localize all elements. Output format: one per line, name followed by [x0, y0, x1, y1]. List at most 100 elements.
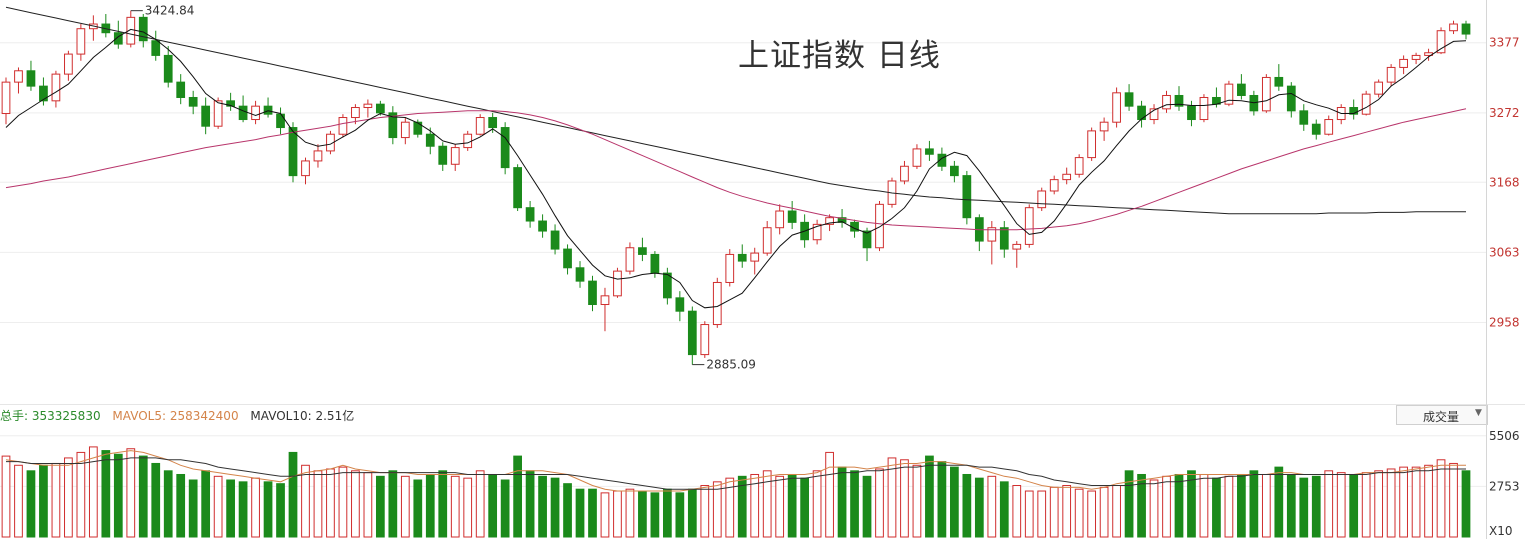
volume-bar-up	[825, 451, 834, 538]
volume-bar-up	[700, 485, 710, 538]
candle-down	[500, 127, 510, 169]
volume-bar-down	[1461, 470, 1471, 538]
volume-bar-down	[937, 461, 947, 538]
price-tick-label: 3168	[1489, 175, 1520, 189]
candle-down	[375, 103, 385, 114]
candle-up	[1062, 173, 1072, 181]
candle-up	[463, 133, 473, 149]
price-tick-label: 2958	[1489, 316, 1520, 330]
candle-down	[1124, 92, 1134, 107]
candle-up	[987, 227, 997, 242]
volume-bar-up	[887, 457, 897, 538]
candle-up	[1374, 81, 1384, 95]
candle-up	[613, 270, 622, 297]
volume-bar-up	[1411, 466, 1421, 538]
volume-bar-down	[113, 453, 123, 538]
candle-up	[762, 227, 772, 254]
mavol5-value: 258342400	[169, 409, 239, 423]
volume-bar-up	[351, 470, 360, 538]
volume-bar-up	[1024, 490, 1034, 538]
candle-down	[525, 207, 535, 222]
candle-up	[313, 150, 323, 162]
volume-bar-down	[950, 466, 959, 538]
volume-bar-up	[313, 470, 323, 538]
candle-down	[1274, 76, 1284, 87]
ma250-line	[5, 6, 1466, 215]
candle-up	[1399, 58, 1408, 68]
volume-bar-up	[1336, 472, 1346, 538]
candle-up	[1074, 157, 1084, 175]
ma5-line	[5, 28, 1467, 309]
indicator-selector-label: 成交量	[1423, 410, 1460, 424]
volume-bar-up	[363, 472, 373, 538]
candle-up	[1386, 66, 1396, 83]
volume-bar-down	[375, 475, 385, 538]
volume-bar-down	[638, 490, 647, 538]
volume-bar-down	[1311, 475, 1321, 538]
candle-down	[837, 217, 847, 223]
candle-down	[737, 253, 747, 262]
volume-bar-down	[1174, 473, 1184, 538]
volume-bar-down	[101, 450, 111, 538]
candle-up	[625, 247, 635, 272]
volume-bar-down	[388, 470, 398, 538]
candle-down	[575, 267, 585, 282]
volume-bar-down	[550, 477, 560, 538]
chevron-down-icon[interactable]: ▼	[1475, 408, 1482, 418]
volume-bar-up	[1386, 468, 1396, 538]
candle-up	[1112, 92, 1121, 123]
volume-tick-label: 2753	[1489, 479, 1520, 493]
candle-down	[687, 310, 697, 356]
volume-bar-down	[263, 481, 273, 538]
volume-bar-up	[1099, 486, 1109, 538]
volume-bar-down	[188, 479, 198, 538]
volume-bar-up	[1399, 466, 1408, 538]
candle-down	[588, 280, 597, 306]
volume-legend: 总手: 353325830 MAVOL5: 258342400 MAVOL10:…	[0, 407, 362, 424]
volume-bar-up	[64, 457, 73, 538]
volume-bar-up	[625, 488, 635, 538]
volume-bar-up	[1324, 470, 1334, 538]
candle-down	[113, 32, 123, 45]
candle-up	[1224, 83, 1234, 105]
volume-bar-up	[76, 451, 86, 538]
candle-up	[775, 210, 785, 229]
candle-up	[51, 73, 61, 102]
candle-down	[163, 54, 173, 83]
candle-down	[787, 210, 797, 223]
candle-down	[550, 230, 560, 250]
volume-bar-up	[1012, 485, 1022, 538]
volume-bar-down	[737, 475, 747, 538]
volume-bar-up	[14, 464, 23, 538]
volume-bar-up	[326, 468, 335, 538]
volume-bar-up	[463, 477, 473, 538]
total-volume-stat: 总手: 353325830	[0, 409, 101, 423]
volume-bar-up	[1199, 473, 1209, 538]
volume-bar-up	[338, 466, 348, 538]
candle-down	[413, 121, 423, 135]
candle-down	[950, 165, 959, 177]
candle-down	[937, 153, 947, 167]
volume-bar-down	[687, 488, 697, 538]
candle-down	[1237, 83, 1246, 96]
price-tick-label: 3272	[1489, 106, 1520, 120]
volume-bar-up	[900, 459, 909, 538]
indicator-selector[interactable]: 成交量 ▼	[1396, 405, 1488, 425]
candle-up	[1449, 23, 1458, 32]
candle-down	[1349, 107, 1359, 115]
volume-bar-up	[1361, 472, 1371, 538]
low-marker-label: 2885.09	[706, 358, 756, 372]
volume-bar-up	[1049, 486, 1059, 538]
volume-bar-down	[925, 455, 934, 538]
high-marker-label: 3424.84	[145, 4, 195, 18]
candle-down	[1187, 105, 1196, 121]
y-axis-line	[1486, 0, 1487, 539]
candle-down	[675, 297, 685, 312]
volume-bar-down	[226, 479, 235, 538]
volume-bar-down	[837, 466, 847, 538]
candle-down	[650, 253, 660, 274]
volume-bar-up	[712, 481, 722, 538]
volume-bar-down	[176, 473, 186, 538]
volume-bar-up	[213, 475, 223, 538]
volume-bar-up	[775, 475, 785, 538]
